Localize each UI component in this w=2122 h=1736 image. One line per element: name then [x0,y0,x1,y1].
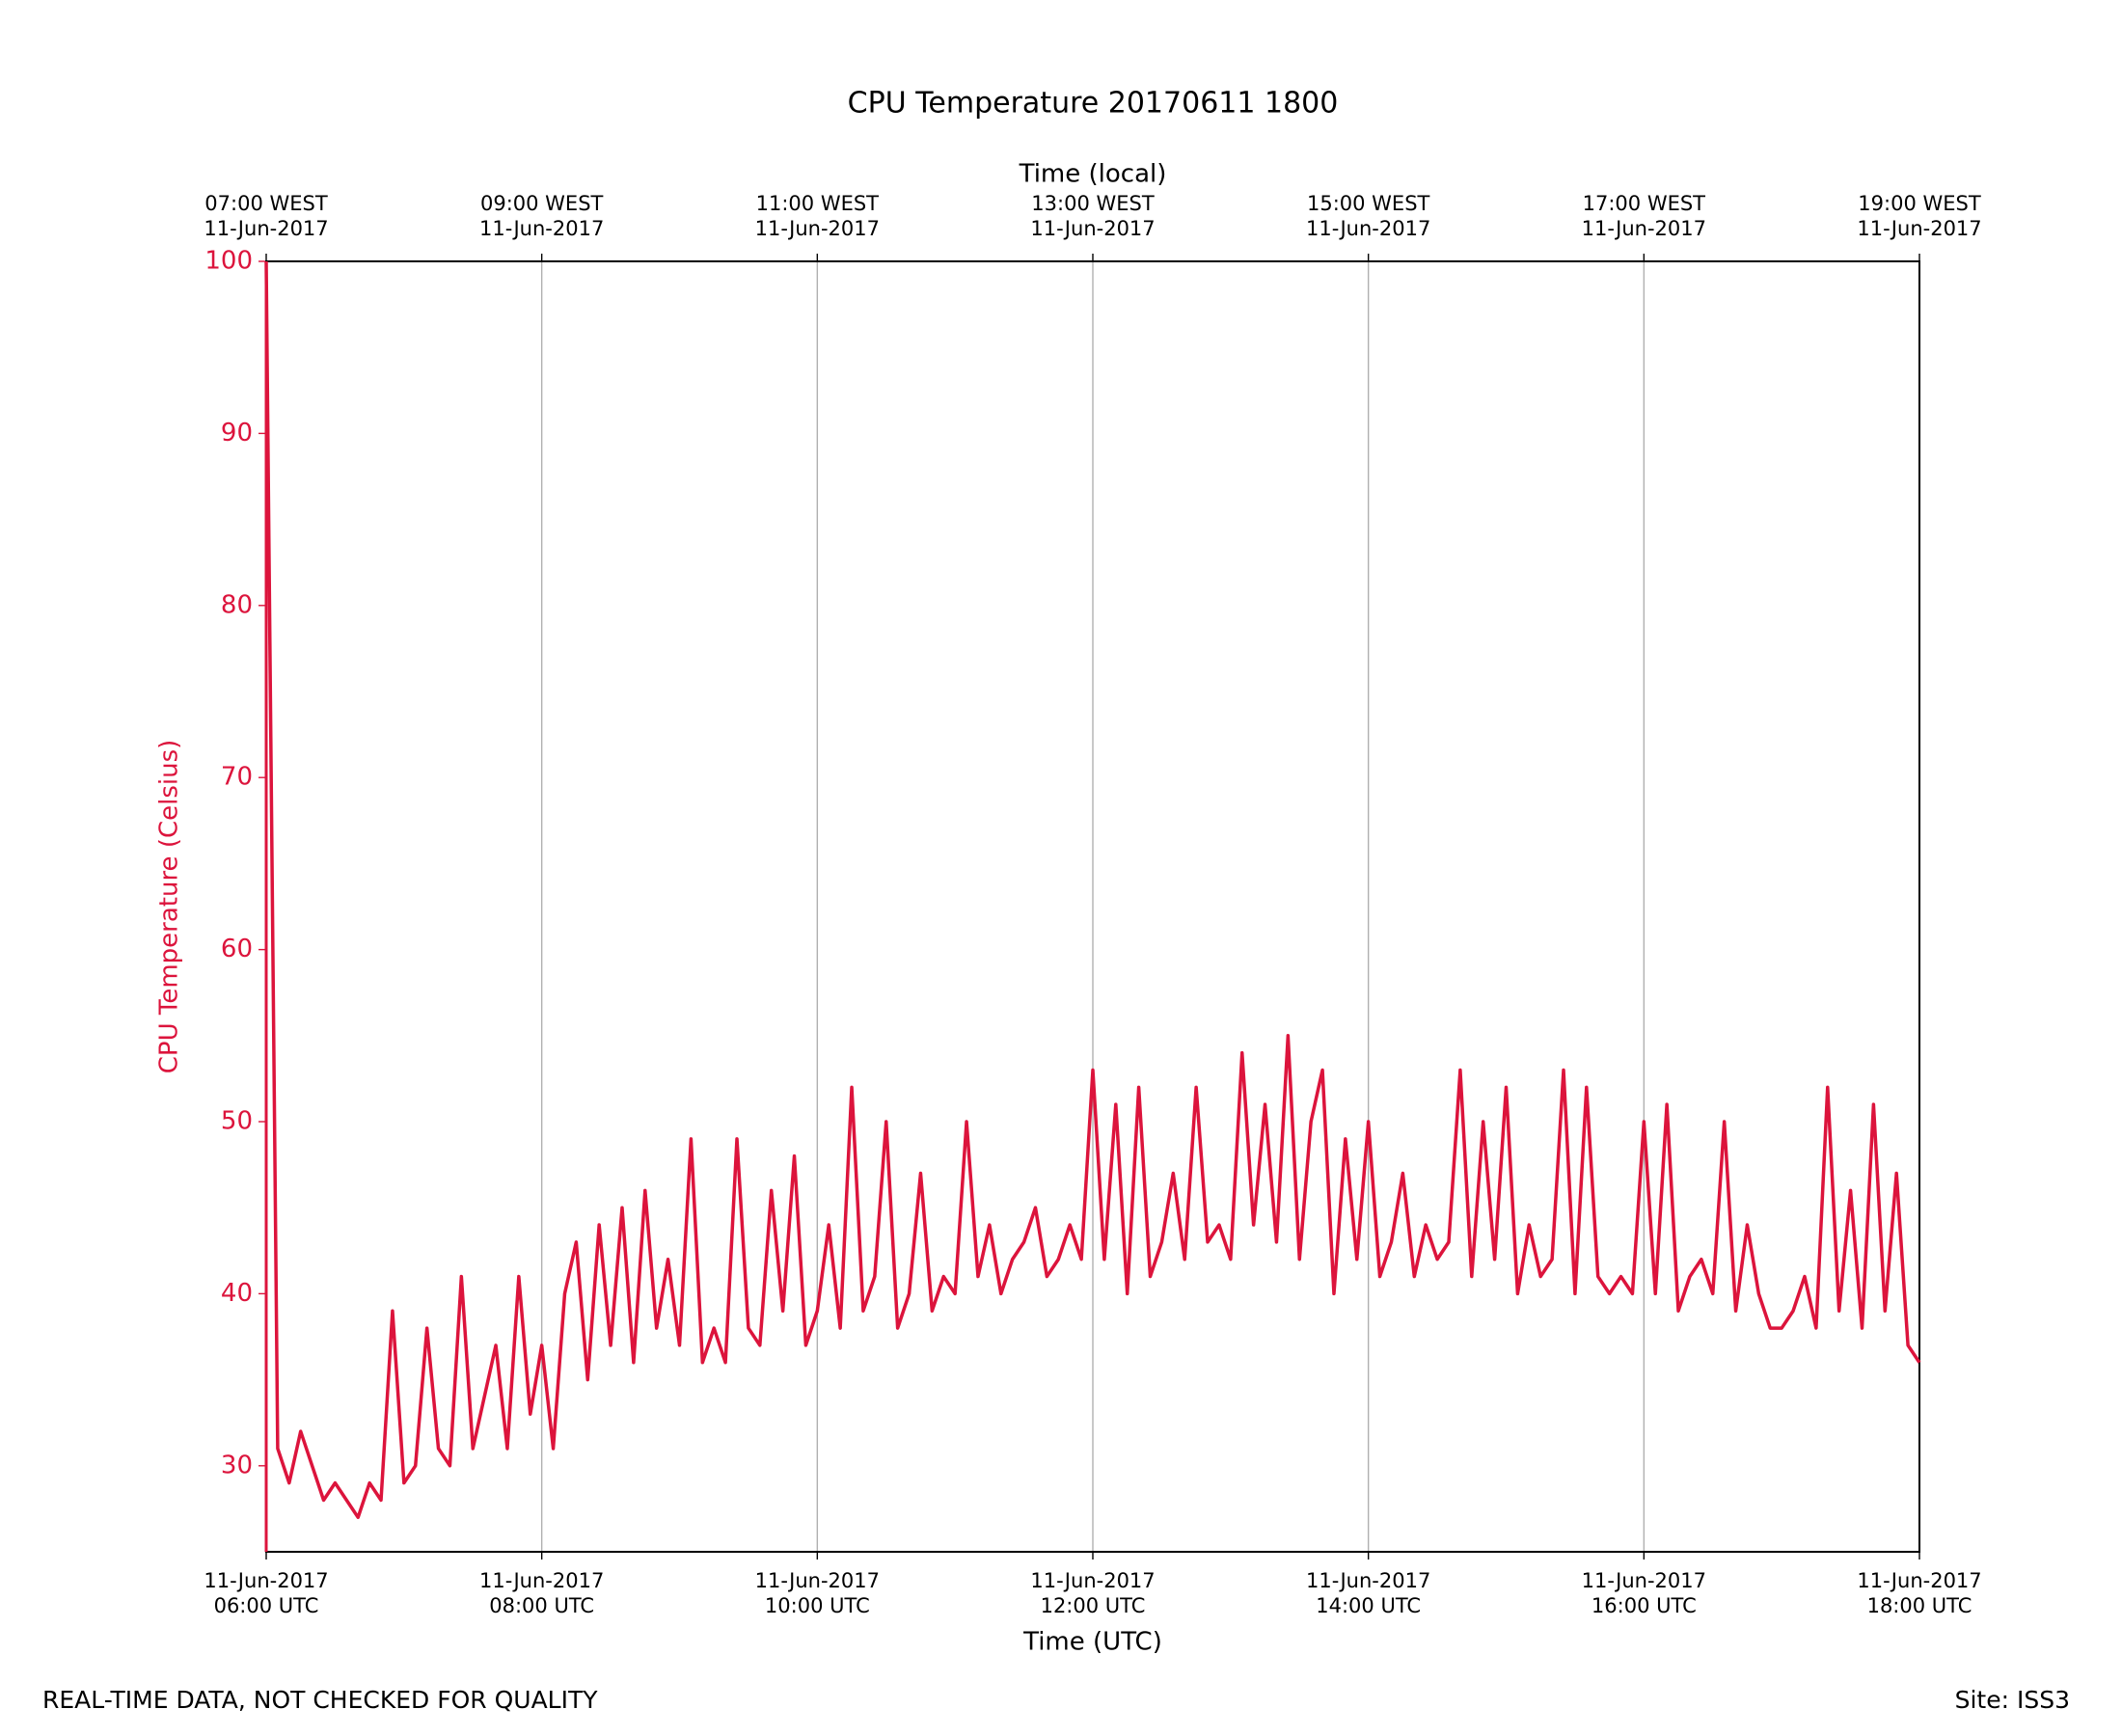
chart-title: CPU Temperature 20170611 1800 [848,87,1339,121]
y-tick-label: 40 [221,1279,253,1308]
x2-tick-label: 11-Jun-2017 [1030,217,1155,240]
x2-tick-label: 11-Jun-2017 [1857,217,1981,240]
x2-tick-label: 11-Jun-2017 [1306,217,1430,240]
x-tick-label: 16:00 UTC [1592,1594,1697,1617]
y-tick-label: 30 [221,1451,253,1479]
x2-tick-label: 09:00 WEST [480,192,604,215]
x2-tick-label: 17:00 WEST [1583,192,1706,215]
y-tick-label: 100 [204,247,253,276]
x-tick-label: 11-Jun-2017 [1582,1569,1706,1592]
y-tick-label: 90 [221,419,253,448]
y-tick-label: 80 [221,590,253,619]
x2-tick-label: 19:00 WEST [1858,192,1981,215]
x-tick-label: 14:00 UTC [1316,1594,1421,1617]
x-tick-label: 11-Jun-2017 [755,1569,880,1592]
x-tick-label: 12:00 UTC [1041,1594,1146,1617]
x-tick-label: 11-Jun-2017 [1857,1569,1981,1592]
x-tick-label: 18:00 UTC [1867,1594,1972,1617]
x2-tick-label: 13:00 WEST [1031,192,1155,215]
x2-tick-label: 11-Jun-2017 [755,217,880,240]
x2-tick-label: 07:00 WEST [204,192,328,215]
x-tick-label: 11-Jun-2017 [204,1569,328,1592]
data-line [264,260,1921,1520]
site-label: Site: ISS3 [1955,1686,2070,1714]
x-tick-label: 11-Jun-2017 [479,1569,604,1592]
x2-tick-label: 11-Jun-2017 [204,217,328,240]
x-tick-label: 11-Jun-2017 [1030,1569,1155,1592]
footer-note: REAL-TIME DATA, NOT CHECKED FOR QUALITY [42,1686,598,1714]
y-tick-label: 60 [221,935,253,963]
x2-tick-label: 11-Jun-2017 [1582,217,1706,240]
x2-axis-label: Time (local) [1019,160,1167,189]
x2-tick-label: 11-Jun-2017 [479,217,604,240]
y-axis-label: CPU Temperature (Celsius) [155,740,184,1074]
x-tick-label: 10:00 UTC [765,1594,870,1617]
y-tick-label: 50 [221,1107,253,1136]
y-tick-label: 70 [221,763,253,792]
x2-tick-label: 15:00 WEST [1307,192,1430,215]
x-axis-label: Time (UTC) [1022,1628,1162,1657]
x-tick-label: 11-Jun-2017 [1306,1569,1430,1592]
x-tick-label: 08:00 UTC [489,1594,594,1617]
x2-tick-label: 11:00 WEST [756,192,880,215]
x-tick-label: 06:00 UTC [214,1594,319,1617]
